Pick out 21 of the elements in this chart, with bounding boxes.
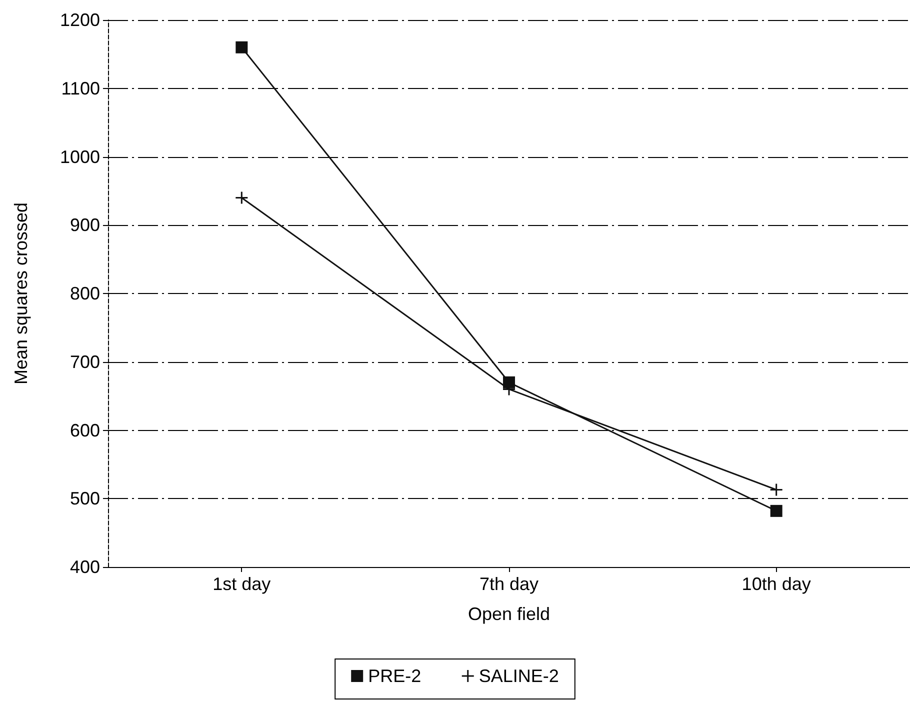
y-tick-label: 400: [70, 557, 100, 577]
legend-label: SALINE-2: [478, 666, 559, 686]
x-tick-label: 7th day: [479, 574, 539, 594]
y-tick-label: 800: [70, 284, 100, 304]
x-tick-label: 1st day: [212, 574, 271, 594]
x-axis-title: Open field: [468, 604, 550, 624]
y-tick-label: 500: [70, 488, 100, 509]
point: [236, 41, 248, 54]
point: [503, 376, 515, 388]
legend-label: PRE-2: [368, 666, 422, 686]
point: [770, 482, 784, 496]
x-tick-label: 10th day: [742, 574, 811, 594]
y-tick-label: 700: [70, 352, 100, 372]
y-tick-label: 900: [70, 215, 100, 236]
y-tick-label: 1000: [60, 146, 100, 167]
y-tick-label: 600: [70, 420, 100, 440]
y-tick-label: 1200: [60, 10, 100, 30]
point: [770, 504, 782, 517]
y-axis-title: Mean squares crossed: [11, 202, 31, 385]
y-tick-label: 1100: [61, 78, 100, 98]
point: [234, 191, 248, 205]
